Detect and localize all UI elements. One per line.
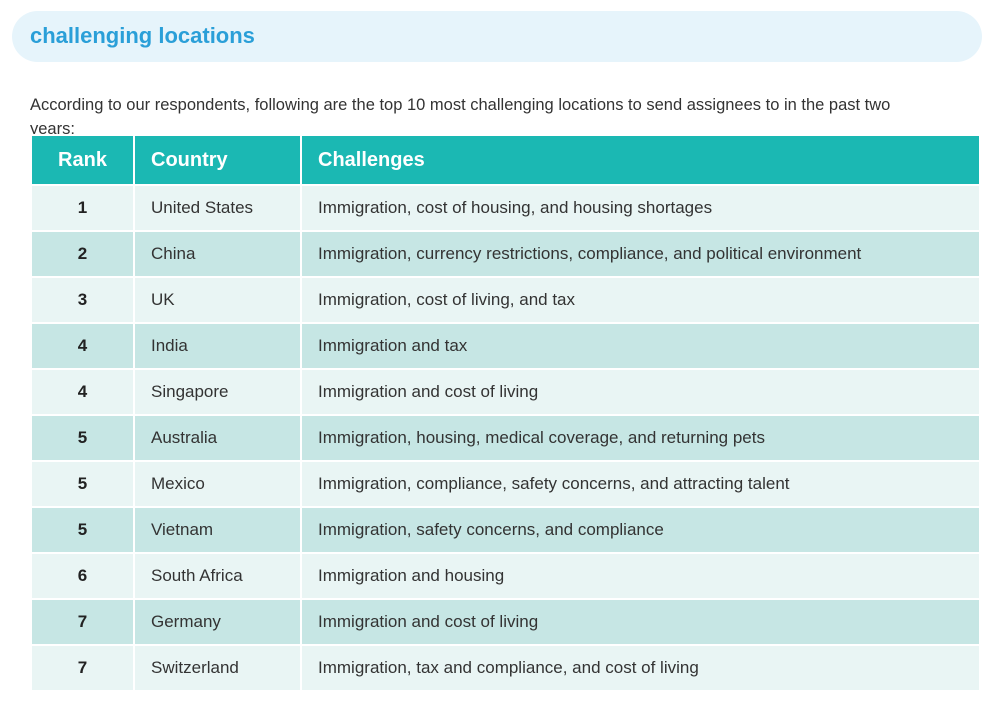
section-title: challenging locations	[30, 23, 255, 48]
cell-country: Australia	[133, 414, 302, 462]
table-row: 5 Australia Immigration, housing, medical …	[30, 414, 981, 462]
table-row: 3 UK Immigration, cost of living, and tax	[30, 276, 981, 324]
cell-challenges: Immigration and housing	[300, 552, 981, 600]
cell-rank: 1	[30, 184, 135, 232]
table-row: 5 Vietnam Immigration, safety concerns, an…	[30, 506, 981, 554]
cell-challenges: Immigration and cost of living	[300, 368, 981, 416]
table-row: 4 India Immigration and tax	[30, 322, 981, 370]
table-row: 1 United States Immigration, cost of housi…	[30, 184, 981, 232]
cell-challenges: Immigration, tax and compliance, and cos…	[300, 644, 981, 692]
cell-rank: 5	[30, 460, 135, 508]
cell-rank: 7	[30, 644, 135, 692]
challenging-locations-table: Rank Country Challenges 1 United States Im…	[30, 134, 981, 692]
cell-challenges: Immigration, cost of housing, and housin…	[300, 184, 981, 232]
cell-challenges: Immigration, cost of living, and tax	[300, 276, 981, 324]
cell-country: United States	[133, 184, 302, 232]
cell-country: South Africa	[133, 552, 302, 600]
cell-rank: 4	[30, 322, 135, 370]
cell-country: China	[133, 230, 302, 278]
header-country: Country	[133, 134, 302, 186]
table-header-row: Rank Country Challenges	[30, 134, 981, 186]
table-row: 2 China Immigration, currency restrictions…	[30, 230, 981, 278]
cell-rank: 7	[30, 598, 135, 646]
table-row: 4 Singapore Immigration and cost of living	[30, 368, 981, 416]
cell-country: UK	[133, 276, 302, 324]
cell-country: India	[133, 322, 302, 370]
cell-rank: 6	[30, 552, 135, 600]
cell-challenges: Immigration and tax	[300, 322, 981, 370]
cell-challenges: Immigration, housing, medical coverage, …	[300, 414, 981, 462]
cell-challenges: Immigration, currency restrictions, comp…	[300, 230, 981, 278]
cell-rank: 5	[30, 414, 135, 462]
cell-challenges: Immigration and cost of living	[300, 598, 981, 646]
cell-rank: 4	[30, 368, 135, 416]
table-row: 5 Mexico Immigration, compliance, safety c…	[30, 460, 981, 508]
cell-country: Singapore	[133, 368, 302, 416]
header-rank: Rank	[30, 134, 135, 186]
cell-challenges: Immigration, safety concerns, and compli…	[300, 506, 981, 554]
header-challenges: Challenges	[300, 134, 981, 186]
cell-rank: 2	[30, 230, 135, 278]
cell-rank: 5	[30, 506, 135, 554]
cell-challenges: Immigration, compliance, safety concerns…	[300, 460, 981, 508]
cell-country: Mexico	[133, 460, 302, 508]
table-row: 7 Switzerland Immigration, tax and complia…	[30, 644, 981, 692]
cell-country: Vietnam	[133, 506, 302, 554]
table-row: 7 Germany Immigration and cost of living	[30, 598, 981, 646]
cell-country: Switzerland	[133, 644, 302, 692]
cell-rank: 3	[30, 276, 135, 324]
intro-text: According to our respondents, following …	[30, 95, 891, 138]
section-title-banner: challenging locations	[12, 11, 982, 62]
cell-country: Germany	[133, 598, 302, 646]
table-row: 6 South Africa Immigration and housing	[30, 552, 981, 600]
